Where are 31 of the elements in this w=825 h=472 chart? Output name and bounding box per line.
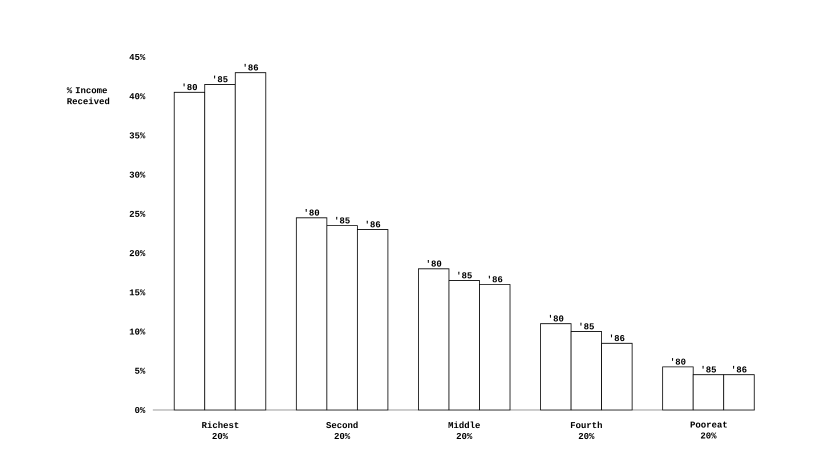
text: '80 <box>428 260 442 267</box>
text: '86 <box>488 276 502 282</box>
y-tick-label: 5% <box>135 368 146 374</box>
series-label: '80 <box>183 84 198 90</box>
y-tick-label: 20% <box>130 250 146 256</box>
text: '80 <box>672 358 686 365</box>
y-tick-label: 15% <box>130 289 146 296</box>
x-tick-label: Fourth 20% <box>570 422 602 440</box>
x-tick-label: Second 20% <box>326 422 358 440</box>
text: '80 <box>550 314 564 322</box>
text: '85 <box>336 216 350 224</box>
y-tick-label: 25% <box>130 210 146 217</box>
text: '85 <box>580 322 594 330</box>
y-tick-label: 40% <box>129 93 146 100</box>
y-axis-title: % Income Received <box>66 87 110 104</box>
text: '86 <box>733 366 747 373</box>
text: '85 <box>214 76 228 82</box>
text: '86 <box>610 334 624 342</box>
x-tick-label: Middle 20% <box>448 422 480 440</box>
y-tick-label: 45% <box>129 54 146 60</box>
y-tick-label: 30% <box>130 172 146 178</box>
y-tick-label: 35% <box>130 132 146 138</box>
y-tick-label: 0% <box>135 406 146 414</box>
text: '85 <box>702 366 716 373</box>
text: '86 <box>366 220 380 228</box>
x-tick-label: Pooreat 20% <box>690 422 727 439</box>
text: '80 <box>306 209 320 216</box>
series-label: '86 <box>244 64 258 70</box>
y-tick-label: 10% <box>130 328 146 335</box>
x-tick-label: Richest 20% <box>202 422 238 440</box>
series-label: '85 <box>458 272 472 278</box>
